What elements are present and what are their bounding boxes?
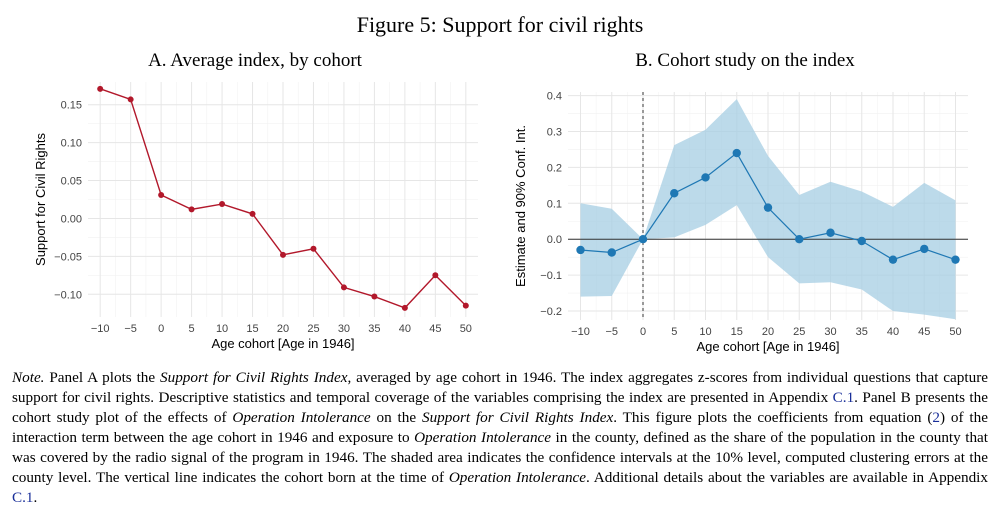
panel-a-x-tick-label: 30: [338, 323, 350, 335]
panel-a-x-tick-label: 0: [158, 323, 164, 335]
panel-b-data-point: [638, 235, 648, 244]
panel-a-data-point: [401, 304, 408, 311]
panel-a-data-point: [432, 272, 439, 279]
panel-a-data-point: [158, 191, 165, 198]
panel-b-x-tick-label: −10: [571, 326, 590, 338]
panel-a-chart: −10 −5 0 5 10 15 20 25 30 35 40 45 50 0.15 0.10 0.05 0.0…: [33, 82, 478, 351]
appendix-link[interactable]: C.1: [832, 389, 855, 406]
note-label: Note.: [12, 369, 45, 386]
panel-a-y-tick-label: 0.10: [61, 138, 82, 150]
panel-a-x-axis-label: Age cohort [Age in 1946]: [211, 336, 354, 351]
panel-b-y-tick-label: 0.0: [547, 234, 562, 246]
panel-b-x-tick-label: 20: [762, 326, 774, 338]
panel-a-x-tick-label: 25: [307, 323, 319, 335]
panel-a-y-tick-label: 0.00: [61, 213, 82, 225]
panel-b-chart: −10 −5 0 5 10 15 20 25 30 35 40 45 50 0.4 0.3 0.2 0.1 0.0…: [513, 91, 968, 354]
panel-a-data-point: [249, 210, 256, 217]
note-text: . Additional details about the variables…: [586, 469, 988, 486]
panel-b-x-axis-label: Age cohort [Age in 1946]: [696, 339, 839, 354]
note-emphasis: Operation Intolerance: [414, 429, 552, 446]
panel-b-x-tick-label: 15: [731, 326, 743, 338]
panel-b-x-tick-label: 10: [699, 326, 711, 338]
panel-a-x-tick-label: 35: [368, 323, 380, 335]
panel-b-data-point: [670, 189, 679, 198]
panel-a-data-point: [371, 293, 378, 300]
panel-a-title: A. Average index, by cohort: [148, 50, 362, 71]
panel-a-x-tick-label: 10: [216, 323, 228, 335]
panel-b-data-point: [732, 148, 741, 158]
panel-a-y-tick-label: −0.05: [54, 251, 82, 263]
panel-a-x-tick-label: 50: [460, 323, 472, 335]
panel-b-data-point: [607, 248, 616, 257]
panel-a-x-tick-label: 40: [399, 323, 411, 335]
panel-b-data-point: [951, 255, 960, 264]
panel-b-x-tick-label: 0: [640, 326, 646, 338]
panel-b-data-point: [701, 173, 710, 182]
panel-b-x-tick-label: 35: [856, 326, 868, 338]
panel-a-data-point: [310, 245, 317, 252]
panel-a-data-point: [97, 85, 104, 92]
panel-b-y-tick-label: 0.4: [547, 91, 562, 103]
panel-a-data-point: [188, 206, 195, 213]
panel-a-data-point: [462, 302, 469, 309]
figure-title: Figure 5: Support for civil rights: [356, 12, 644, 37]
panel-a-data-point: [280, 251, 286, 258]
panel-a-data-point: [340, 284, 347, 291]
note-emphasis: Operation Intolerance: [448, 469, 587, 486]
appendix-link[interactable]: C.1: [12, 489, 34, 506]
panel-a-x-tick-label: 45: [429, 323, 441, 335]
panel-a-x-tick-label: 20: [277, 323, 289, 335]
panel-b-x-tick-label: 50: [949, 326, 961, 338]
figure-note: Note. Panel A plots the Support for Civi…: [12, 368, 988, 508]
panel-b-x-tick-label: 25: [793, 326, 805, 338]
panel-a-x-tick-label: 5: [189, 323, 195, 335]
panel-b-data-point: [888, 255, 898, 264]
note-emphasis: Support for Civil Rights Index: [421, 409, 614, 426]
note-text: on the: [370, 409, 422, 426]
panel-b-data-point: [763, 203, 773, 212]
panel-a-data-point: [219, 201, 226, 208]
panel-b-x-tick-label: −5: [605, 326, 618, 338]
panel-b-title: B. Cohort study on the index: [635, 50, 855, 71]
panel-a-data-point: [127, 96, 134, 103]
panel-b-data-point: [920, 244, 929, 254]
equation-link[interactable]: 2: [932, 409, 941, 426]
note-text: . Panel B presents the cohort study plot…: [12, 389, 988, 426]
panel-b-y-axis-label: Estimate and 90% Conf. Int.: [513, 125, 528, 287]
panel-a-x-tick-label: −5: [124, 323, 137, 335]
panel-a-x-tick-label: −10: [91, 323, 110, 335]
note-text: Panel A plots the: [44, 369, 161, 386]
panel-a-y-tick-label: −0.10: [54, 289, 82, 301]
note-text: . This figure plots the coefficients fro…: [613, 409, 933, 426]
panel-b-data-point: [795, 235, 804, 244]
panel-a-y-tick-label: 0.05: [61, 176, 82, 188]
panel-b-y-tick-label: 0.3: [547, 126, 562, 138]
panel-b-x-tick-label: 5: [671, 326, 677, 338]
panel-b-x-tick-label: 45: [918, 326, 930, 338]
panel-b-data-point: [857, 236, 866, 246]
panel-b-x-tick-label: 40: [887, 326, 899, 338]
panel-b-x-tick-label: 30: [824, 326, 836, 338]
panel-a-x-tick-label: 15: [246, 323, 258, 335]
panel-a-y-tick-label: 0.15: [61, 100, 82, 112]
panel-b-y-tick-label: −0.1: [540, 270, 562, 282]
note-text: ) of the interaction term between the ag…: [12, 409, 988, 446]
panel-b-y-tick-label: 0.1: [547, 198, 562, 210]
panel-a-y-axis-label: Support for Civil Rights: [33, 133, 48, 266]
note-text: , averaged by age cohort in 1946. The in…: [12, 369, 988, 406]
panel-b-data-point: [826, 228, 835, 237]
note-emphasis: Operation Intolerance: [232, 409, 371, 426]
panel-b-y-tick-label: −0.2: [540, 306, 562, 318]
panel-b-data-point: [576, 245, 585, 255]
panel-b-y-tick-label: 0.2: [547, 162, 562, 174]
note-text: in the county, defined as the share of t…: [12, 429, 988, 486]
note-text: .: [33, 489, 38, 506]
note-emphasis: Support for Civil Rights Index: [160, 369, 348, 386]
